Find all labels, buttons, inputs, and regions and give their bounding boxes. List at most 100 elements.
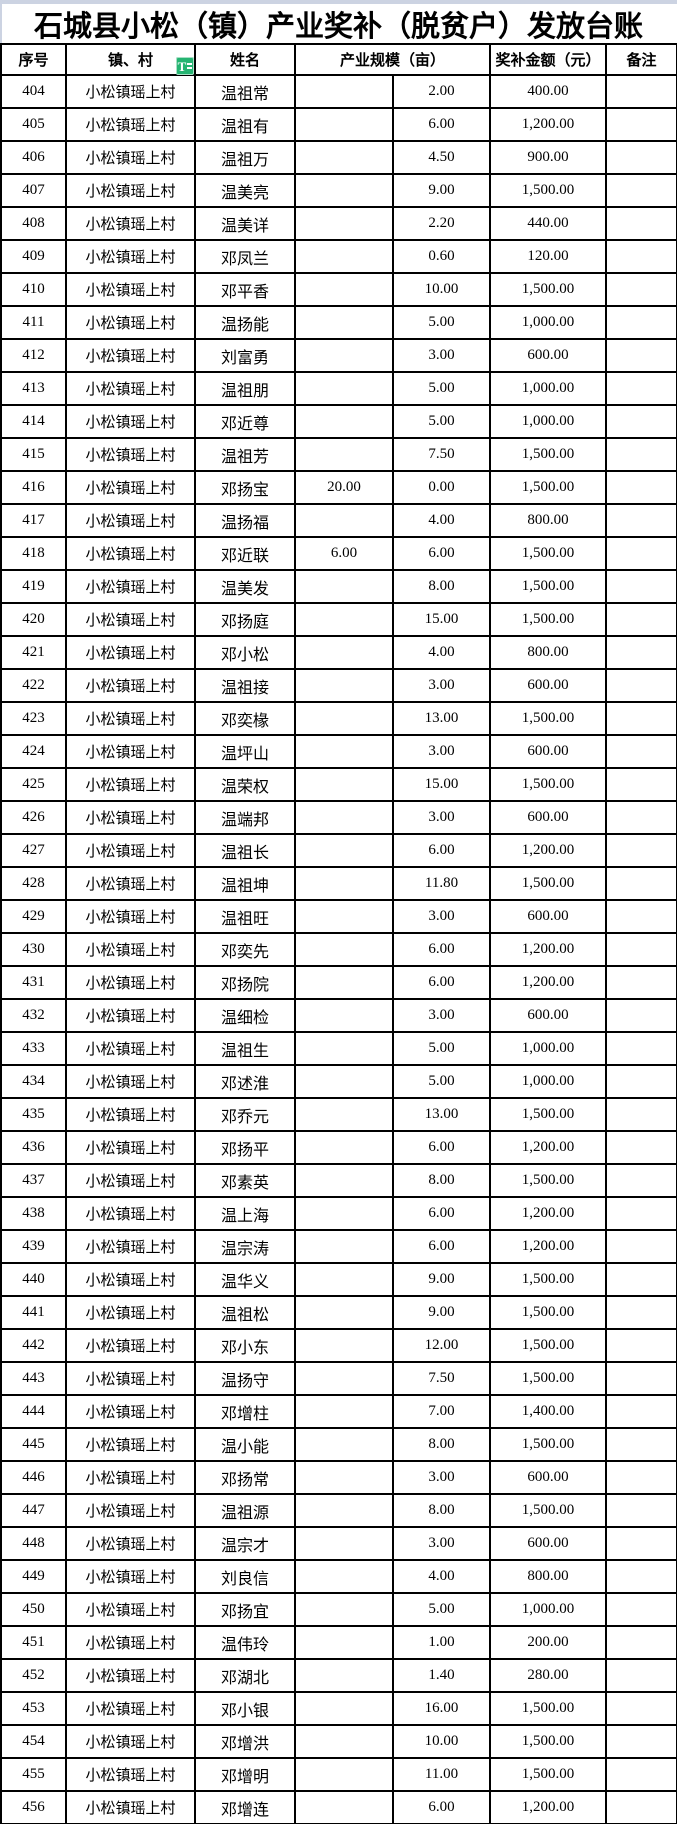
cell-scale-col2: 6.00 [391, 536, 492, 571]
cell-scale-col2: 2.00 [391, 74, 492, 109]
cell-scale-col2: 6.00 [391, 107, 492, 142]
cell-remark [605, 1427, 677, 1462]
table-row: 425 小松镇瑶上村 温荣权 15.00 1,500.00 [0, 767, 677, 802]
cell-serial: 419 [0, 569, 67, 604]
cell-town-village: 小松镇瑶上村 [65, 1295, 196, 1330]
cell-town-village: 小松镇瑶上村 [65, 668, 196, 703]
table-row: 445 小松镇瑶上村 温小能 8.00 1,500.00 [0, 1427, 677, 1462]
cell-scale-col2: 12.00 [391, 1328, 492, 1363]
cell-name: 温祖芳 [194, 437, 296, 472]
cell-serial: 408 [0, 206, 67, 241]
cell-subsidy-amount: 1,200.00 [489, 932, 608, 967]
cell-remark [605, 569, 677, 604]
page-title: 石城县小松（镇）产业奖补（脱贫户）发放台账 [33, 10, 643, 43]
cell-remark [605, 1559, 677, 1594]
cell-scale-col2: 3.00 [391, 668, 492, 703]
table-row: 422 小松镇瑶上村 温祖接 3.00 600.00 [0, 668, 677, 703]
cell-scale-col1 [294, 503, 394, 538]
cell-remark [605, 536, 677, 571]
cell-scale-col2: 11.80 [391, 866, 492, 901]
cell-town-village: 小松镇瑶上村 [65, 1163, 196, 1198]
cell-serial: 414 [0, 404, 67, 439]
table-row: 420 小松镇瑶上村 邓扬庭 15.00 1,500.00 [0, 602, 677, 637]
cell-scale-col2: 7.50 [391, 437, 492, 472]
cell-scale-col1 [294, 965, 394, 1000]
cell-scale-col2: 10.00 [391, 272, 492, 307]
table-row: 419 小松镇瑶上村 温美发 8.00 1,500.00 [0, 569, 677, 604]
cell-subsidy-amount: 1,000.00 [489, 1031, 608, 1066]
column-header-subsidy-amount: 奖补金额（元） [489, 43, 608, 76]
table-row: 426 小松镇瑶上村 温端邦 3.00 600.00 [0, 800, 677, 835]
cell-town-village: 小松镇瑶上村 [65, 899, 196, 934]
cell-town-village: 小松镇瑶上村 [65, 503, 196, 538]
cell-town-village: 小松镇瑶上村 [65, 272, 196, 307]
cell-name: 温小能 [194, 1427, 296, 1462]
cell-serial: 446 [0, 1460, 67, 1495]
cell-remark [605, 965, 677, 1000]
cell-scale-col1 [294, 1460, 394, 1495]
cell-scale-col1 [294, 1262, 394, 1297]
cell-name: 邓小银 [194, 1691, 296, 1726]
cell-remark [605, 140, 677, 175]
cell-remark [605, 1493, 677, 1528]
cell-subsidy-amount: 1,500.00 [489, 1097, 608, 1132]
cell-subsidy-amount: 1,500.00 [489, 536, 608, 571]
cell-serial: 437 [0, 1163, 67, 1198]
cell-town-village: 小松镇瑶上村 [65, 1097, 196, 1132]
cell-remark [605, 1592, 677, 1627]
cell-scale-col1 [294, 371, 394, 406]
cell-scale-col2: 2.20 [391, 206, 492, 241]
cell-serial: 443 [0, 1361, 67, 1396]
cell-scale-col1 [294, 1790, 394, 1824]
cell-subsidy-amount: 1,200.00 [489, 107, 608, 142]
cell-serial: 405 [0, 107, 67, 142]
cell-subsidy-amount: 1,200.00 [489, 833, 608, 868]
cell-name: 温伟玲 [194, 1625, 296, 1660]
cell-town-village: 小松镇瑶上村 [65, 635, 196, 670]
cell-subsidy-amount: 120.00 [489, 239, 608, 274]
cell-serial: 439 [0, 1229, 67, 1264]
cell-scale-col2: 3.00 [391, 338, 492, 373]
cell-remark [605, 1031, 677, 1066]
cell-serial: 418 [0, 536, 67, 571]
cell-serial: 413 [0, 371, 67, 406]
table-row: 412 小松镇瑶上村 刘富勇 3.00 600.00 [0, 338, 677, 373]
cell-town-village: 小松镇瑶上村 [65, 338, 196, 373]
cell-subsidy-amount: 1,200.00 [489, 1196, 608, 1231]
cell-name: 温祖接 [194, 668, 296, 703]
cell-scale-col1 [294, 998, 394, 1033]
table-row: 416 小松镇瑶上村 邓扬宝 20.00 0.00 1,500.00 [0, 470, 677, 505]
cell-scale-col1 [294, 1361, 394, 1396]
cell-scale-col1 [294, 668, 394, 703]
cell-remark [605, 173, 677, 208]
cell-serial: 444 [0, 1394, 67, 1429]
cell-name: 邓扬庭 [194, 602, 296, 637]
cell-scale-col2: 4.00 [391, 503, 492, 538]
cell-name: 温扬能 [194, 305, 296, 340]
cell-subsidy-amount: 1,000.00 [489, 371, 608, 406]
cell-town-village: 小松镇瑶上村 [65, 239, 196, 274]
filter-icon[interactable]: T [176, 57, 194, 75]
cell-subsidy-amount: 600.00 [489, 998, 608, 1033]
cell-serial: 445 [0, 1427, 67, 1462]
cell-subsidy-amount: 1,500.00 [489, 1757, 608, 1792]
cell-remark [605, 1790, 677, 1824]
cell-name: 温祖长 [194, 833, 296, 868]
cell-remark [605, 1163, 677, 1198]
table-row: 437 小松镇瑶上村 邓素英 8.00 1,500.00 [0, 1163, 677, 1198]
filter-icon-lines [187, 62, 193, 70]
cell-town-village: 小松镇瑶上村 [65, 173, 196, 208]
cell-serial: 450 [0, 1592, 67, 1627]
table-body: 404 小松镇瑶上村 温祖常 2.00 400.00 405 小松镇瑶上村 温祖… [0, 74, 677, 1824]
table-row: 408 小松镇瑶上村 温美详 2.20 440.00 [0, 206, 677, 241]
cell-scale-col1 [294, 1493, 394, 1528]
cell-name: 邓增连 [194, 1790, 296, 1824]
cell-scale-col2: 7.50 [391, 1361, 492, 1396]
table-row: 428 小松镇瑶上村 温祖坤 11.80 1,500.00 [0, 866, 677, 901]
cell-subsidy-amount: 1,500.00 [489, 866, 608, 901]
column-header-industry-scale: 产业规模（亩） [293, 43, 492, 76]
table-row: 451 小松镇瑶上村 温伟玲 1.00 200.00 [0, 1625, 677, 1660]
cell-scale-col2: 8.00 [391, 569, 492, 604]
cell-name: 温扬福 [194, 503, 296, 538]
cell-scale-col2: 4.00 [391, 635, 492, 670]
